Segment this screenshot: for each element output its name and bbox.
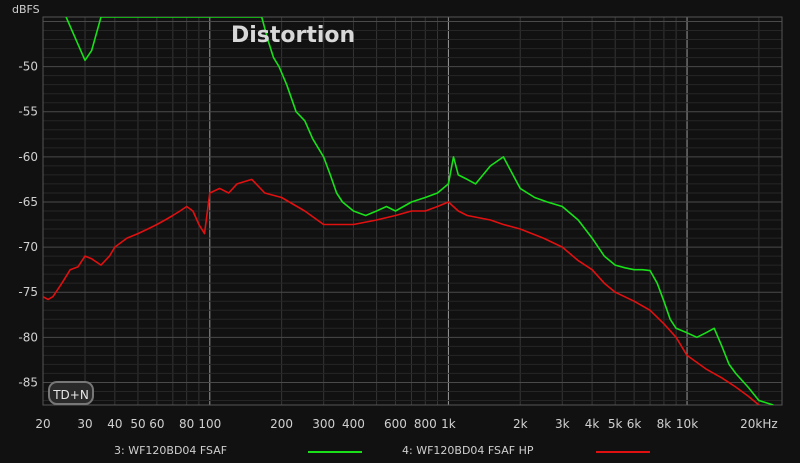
- x-tick-label: 20: [35, 417, 50, 431]
- series-line-4: [43, 178, 760, 405]
- y-tick-label: -80: [18, 330, 38, 344]
- x-tick-label: 80: [179, 417, 194, 431]
- x-tick-label: 800: [414, 417, 437, 431]
- x-tick-label: 5k: [608, 417, 623, 431]
- y-tick-label: -65: [18, 195, 38, 209]
- y-tick-label: -50: [18, 60, 38, 74]
- y-axis-unit: dBFS: [12, 3, 40, 16]
- x-tick-label: 600: [384, 417, 407, 431]
- x-tick-label: 4k: [585, 417, 600, 431]
- x-tick-label: 20kHz: [740, 417, 778, 431]
- x-tick-label: 10k: [676, 417, 698, 431]
- y-axis-ticks: -50 -55 -60 -65 -70 -75 -80 -85: [18, 60, 38, 390]
- y-tick-label: -75: [18, 285, 38, 299]
- x-tick-label: 300: [312, 417, 335, 431]
- chart-title: Distortion: [231, 23, 355, 48]
- x-tick-label: 100: [198, 417, 221, 431]
- x-tick-label: 30: [77, 417, 92, 431]
- legend: 3: WF120BD04 FSAF 4: WF120BD04 FSAF HP: [0, 438, 800, 463]
- legend-swatch-series-3: [308, 451, 362, 453]
- x-tick-label: 8k: [657, 417, 672, 431]
- x-tick-label: 40: [107, 417, 122, 431]
- y-tick-label: -60: [18, 150, 38, 164]
- y-tick-label: -85: [18, 375, 38, 389]
- x-tick-label: 200: [270, 417, 293, 431]
- x-tick-label: 400: [342, 417, 365, 431]
- x-tick-label: 2k: [513, 417, 528, 431]
- x-axis-ticks: 20 30 40 50 60 80 100 200 300 400 600 800 1k 2k 3k 4k 5k…: [35, 417, 777, 431]
- y-tick-label: -55: [18, 105, 38, 119]
- legend-item-series-4: 4: WF120BD04 FSAF HP: [402, 444, 534, 457]
- x-tick-label: 60: [149, 417, 164, 431]
- plot-frame: [42, 16, 783, 406]
- legend-swatch-series-4: [596, 451, 650, 453]
- td-n-mode-button[interactable]: TD+N: [48, 381, 94, 405]
- x-tick-label: 1k: [441, 417, 456, 431]
- chart-series: [43, 17, 774, 405]
- x-tick-label: 3k: [555, 417, 570, 431]
- x-tick-label: 50: [130, 417, 145, 431]
- y-tick-label: -70: [18, 240, 38, 254]
- series-line-3: [65, 17, 774, 405]
- x-tick-label: 6k: [627, 417, 642, 431]
- distortion-chart: 20 30 40 50 60 80 100 200 300 400 600 800 1k 2k 3k 4k 5k…: [12, 3, 783, 431]
- legend-item-series-3: 3: WF120BD04 FSAF: [114, 444, 228, 457]
